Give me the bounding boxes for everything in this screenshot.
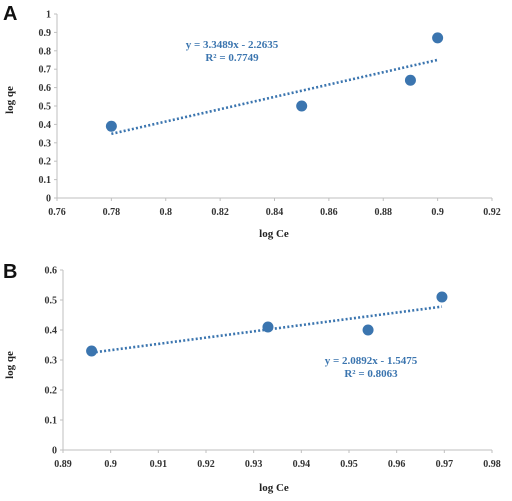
y-tick-label: 0: [46, 194, 51, 205]
trendline: [111, 58, 438, 136]
y-tick-label: 0.7: [39, 65, 52, 76]
y-axis-label: log qe: [4, 351, 16, 379]
x-tick-label: 0.78: [103, 207, 121, 218]
data-point: [262, 321, 274, 333]
x-tick-label: 0.89: [54, 459, 72, 470]
y-tick-label: 0.2: [39, 157, 52, 168]
y-tick-label: 0.3: [45, 356, 58, 367]
y-tick-label: 0.6: [45, 266, 58, 277]
y-tick-label: 0.9: [39, 28, 52, 39]
x-tick-label: 0.8: [160, 207, 173, 218]
x-tick-label: 0.95: [340, 459, 358, 470]
y-tick-label: 0: [52, 446, 57, 457]
x-tick-label: 0.91: [150, 459, 168, 470]
x-tick-label: 0.9: [431, 207, 444, 218]
y-tick-label: 0.1: [45, 416, 58, 427]
panel-letter: A: [3, 3, 17, 25]
y-tick-label: 0.6: [39, 83, 52, 94]
x-tick-label: 0.92: [197, 459, 215, 470]
trendline-equation: y = 2.0892x - 1.5475: [325, 355, 418, 367]
data-point: [436, 291, 448, 303]
y-tick-label: 0.4: [45, 326, 58, 337]
x-tick-label: 0.82: [211, 207, 229, 218]
y-tick-label: 1: [46, 10, 51, 21]
x-tick-label: 0.94: [293, 459, 311, 470]
y-tick-label: 0.5: [45, 296, 58, 307]
y-axis-label: log qe: [4, 86, 16, 114]
x-tick-label: 0.88: [375, 207, 393, 218]
x-tick-label: 0.9: [104, 459, 117, 470]
x-axis-label: log Ce: [259, 482, 289, 494]
x-tick-label: 0.84: [266, 207, 284, 218]
y-tick-label: 0.8: [39, 46, 52, 57]
chart-panel-b: B 0 0.1 0.2 0.3 0.4 0.5 0.6 0.89 0.9 0.91 0.92 0.93 0…: [3, 261, 501, 494]
trendline-equation: y = 3.3489x - 2.2635: [186, 39, 279, 51]
data-point: [404, 74, 416, 86]
r-squared-label: R² = 0.7749: [205, 52, 259, 64]
x-tick-label: 0.92: [483, 207, 501, 218]
data-point: [432, 32, 444, 44]
x-axis-label: log Ce: [259, 228, 289, 240]
x-tick-label: 0.93: [245, 459, 263, 470]
y-tick-label: 0.2: [45, 386, 58, 397]
panel-letter: B: [3, 261, 17, 283]
data-point: [105, 120, 117, 132]
y-tick-label: 0.5: [39, 102, 52, 113]
x-tick-label: 0.97: [436, 459, 454, 470]
x-tick-label: 0.98: [483, 459, 501, 470]
y-tick-label: 0.1: [39, 175, 52, 186]
y-tick-label: 0.3: [39, 138, 52, 149]
data-point: [296, 100, 308, 112]
x-tick-label: 0.76: [48, 207, 66, 218]
r-squared-label: R² = 0.8063: [344, 368, 398, 380]
x-tick-label: 0.96: [388, 459, 406, 470]
data-point: [362, 324, 374, 336]
chart-panel-a: A 0 0.1 0.2 0.3 0.4 0.5 0.6 0.7 0.8 0.9 1 0.76 0.78 0.…: [3, 3, 501, 240]
x-tick-label: 0.86: [320, 207, 338, 218]
data-point: [86, 345, 98, 357]
y-tick-label: 0.4: [39, 120, 52, 131]
